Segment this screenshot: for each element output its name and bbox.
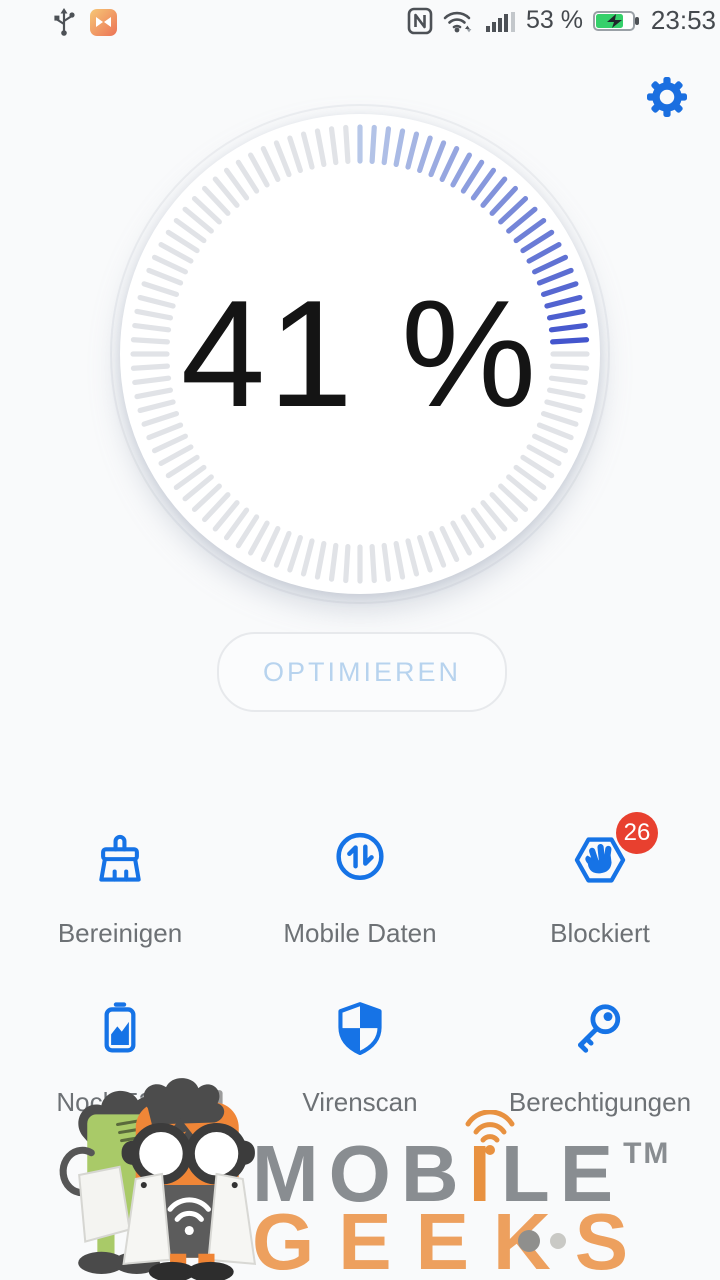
feature-label: Bereinigen bbox=[57, 918, 183, 948]
feature-label: Berechtigungen bbox=[508, 1087, 692, 1117]
logo-lens-dot bbox=[518, 1230, 540, 1252]
optimize-button[interactable]: OPTIMIEREN bbox=[217, 632, 507, 712]
signal-strength-icon bbox=[485, 11, 515, 32]
feature-blockiert[interactable]: 26 Blockiert bbox=[480, 812, 720, 949]
feature-mobile-daten[interactable]: Mobile Daten bbox=[240, 824, 480, 949]
nfc-icon bbox=[407, 7, 433, 34]
battery-percent-text: 53 % bbox=[525, 6, 583, 34]
feature-akku[interactable]: Noch 53 % bbox=[0, 993, 240, 1118]
logo-geeks-text: GEEKS bbox=[252, 1197, 653, 1280]
logo-mobile-post: LE bbox=[500, 1129, 624, 1218]
feature-grid: Bereinigen Mobile Daten bbox=[0, 812, 720, 1118]
data-updown-icon bbox=[324, 824, 396, 896]
logo-mobile-i: I bbox=[468, 1129, 501, 1218]
notification-badge: 26 bbox=[616, 812, 658, 854]
key-icon bbox=[564, 993, 636, 1065]
feature-label: Virenscan bbox=[302, 1087, 418, 1117]
usb-icon bbox=[54, 8, 75, 36]
battery-stats-icon bbox=[84, 993, 156, 1065]
clock-text: 23:53 bbox=[650, 5, 716, 35]
logo-mobile-pre: MOB bbox=[252, 1129, 469, 1218]
optimization-ring: 41 % bbox=[110, 104, 610, 604]
progress-ring-ticks bbox=[130, 124, 590, 584]
broom-icon bbox=[84, 824, 156, 896]
shield-icon bbox=[324, 993, 396, 1065]
wifi-icon bbox=[443, 11, 472, 32]
gear-icon bbox=[647, 77, 687, 117]
optimization-percent: 41 % bbox=[180, 268, 540, 439]
logo-lens-dot-small bbox=[550, 1233, 566, 1249]
green-robot-mascot bbox=[59, 1090, 170, 1274]
feature-berechtigungen[interactable]: Berechtigungen bbox=[480, 993, 720, 1118]
blocked-hand-icon: 26 bbox=[564, 812, 658, 896]
battery-charging-icon bbox=[592, 10, 639, 31]
logo-tm: TM bbox=[623, 1137, 671, 1170]
logo-mobile-text: MOBILETM bbox=[252, 1134, 670, 1214]
status-bar: 53 % 23:53 bbox=[0, 0, 720, 42]
settings-button[interactable] bbox=[646, 76, 688, 118]
feature-label: Blockiert bbox=[550, 918, 650, 948]
notification-app-icon bbox=[90, 8, 117, 36]
feature-label: Mobile Daten bbox=[283, 918, 437, 948]
feature-bereinigen[interactable]: Bereinigen bbox=[0, 824, 240, 949]
feature-label: Noch 53 % bbox=[56, 1087, 184, 1117]
feature-virenscan[interactable]: Virenscan bbox=[240, 993, 480, 1118]
